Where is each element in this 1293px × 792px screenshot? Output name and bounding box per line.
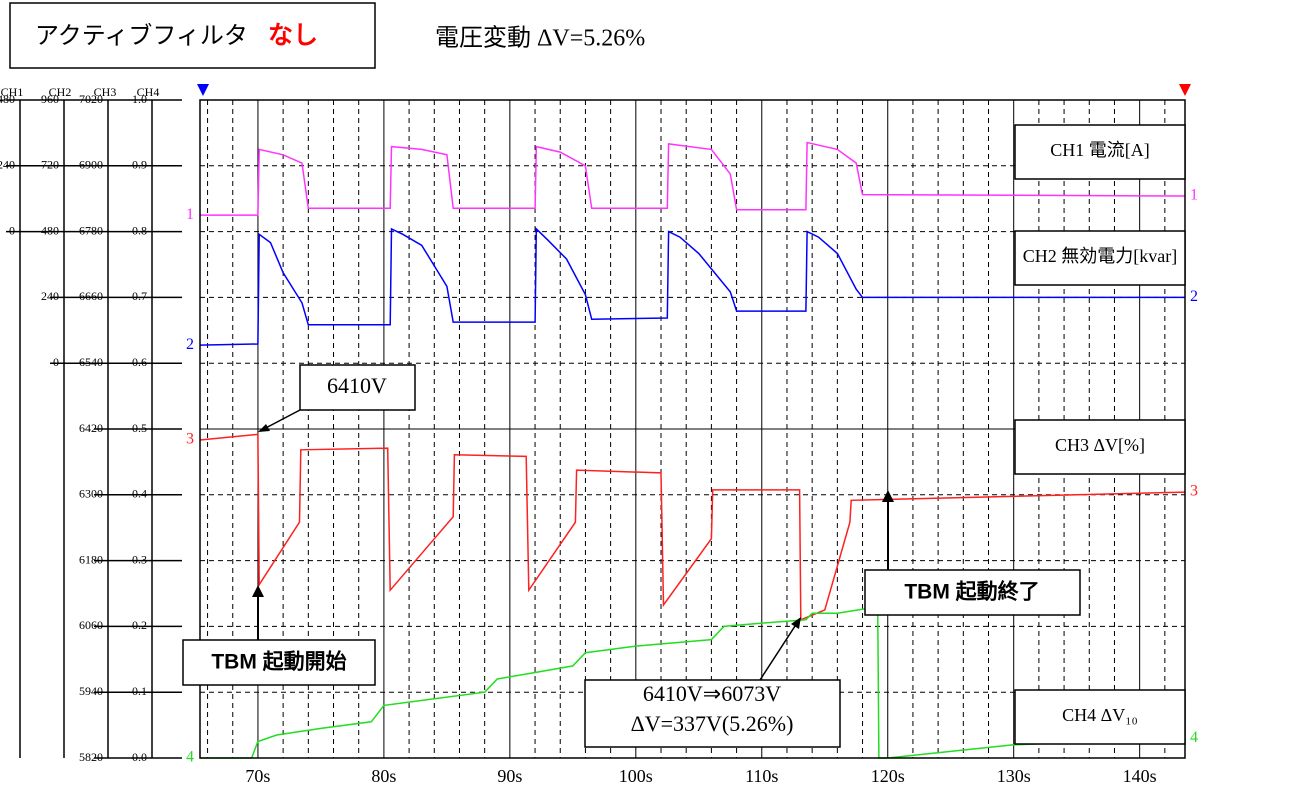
y-tick-label: 7020 (79, 92, 103, 106)
trace (199, 433, 1186, 621)
y-tick-label: 6900 (79, 158, 103, 172)
x-tick-label: 70s (245, 766, 270, 786)
annotation: ΔV=337V(5.26%) (631, 711, 794, 736)
annotation: TBM 起動開始 (211, 650, 346, 674)
legend-label: CH1 電流[A] (1050, 140, 1150, 160)
y-tick-label: 0 (53, 355, 59, 369)
x-tick-label: 120s (871, 766, 905, 786)
y-tick-label: 6660 (79, 289, 103, 303)
y-tick-label: 0.6 (132, 355, 147, 369)
trace-label: 4 (186, 749, 194, 766)
y-tick-label: 0.3 (132, 552, 147, 566)
y-tick-label: 0.1 (132, 684, 147, 698)
y-tick-label: 6060 (79, 618, 103, 632)
y-tick-label: 6180 (79, 552, 103, 566)
header-box (9, 2, 376, 69)
start-marker (197, 84, 209, 96)
arrow-head (252, 585, 264, 597)
header-state: なし (268, 23, 318, 50)
annotation-box (182, 639, 376, 686)
y-tick-label: 0.8 (132, 223, 147, 237)
scale-label: CH4 (137, 85, 160, 99)
trace-label: 1 (1190, 187, 1198, 204)
y-tick-label: 0 (9, 223, 15, 237)
y-tick-label: 240 (0, 158, 15, 172)
arrow (759, 622, 798, 681)
trace-label: 2 (186, 336, 194, 353)
trace-label: 3 (1190, 483, 1198, 500)
trace-label: 1 (186, 206, 194, 223)
y-tick-label: 6540 (79, 355, 103, 369)
annotation-box (864, 569, 1081, 616)
y-tick-label: 960 (41, 92, 59, 106)
y-tick-label: 0.5 (132, 421, 147, 435)
y-tick-label: 0.2 (132, 618, 147, 632)
y-tick-label: 6780 (79, 223, 103, 237)
annotation-box (299, 364, 416, 411)
legend-label: CH3 ΔV[%] (1055, 435, 1145, 455)
header-label: アクティブフィルタ (35, 23, 248, 50)
x-tick-label: 90s (497, 766, 522, 786)
annotation: 6410V (327, 373, 387, 398)
arrow-head (791, 617, 801, 629)
header-summary: 電圧変動 ΔV=5.26% (435, 25, 645, 52)
y-tick-label: 6420 (79, 421, 103, 435)
annotations: 6410V TBM 起動開始 TBM 起動終了 6410V⇒6073V ΔV=3… (182, 364, 1081, 748)
y-tick-label: 240 (41, 289, 59, 303)
y-tick-label: 0.0 (132, 750, 147, 764)
legend-box (1014, 689, 1186, 745)
trace (199, 227, 1185, 346)
legend-label: CH4 ΔV₁₀ (1062, 705, 1138, 725)
end-marker (1179, 84, 1191, 96)
x-tick-label: 140s (1123, 766, 1157, 786)
x-tick-label: 130s (997, 766, 1031, 786)
y-tick-label: 480 (41, 223, 59, 237)
arrow-head (258, 424, 270, 432)
y-tick-label: 5820 (79, 750, 103, 764)
x-tick-label: 80s (371, 766, 396, 786)
annotation: 6410V⇒6073V (643, 681, 781, 706)
y-tick-label: 1.0 (132, 92, 147, 106)
y-tick-label: 0.9 (132, 158, 147, 172)
arrow-head (882, 490, 894, 502)
y-tick-label: 720 (41, 158, 59, 172)
trace-label: 3 (186, 431, 194, 448)
trace-label: 2 (1190, 288, 1198, 305)
legend-box (1014, 124, 1186, 180)
trace (200, 141, 1186, 216)
y-tick-label: 0.4 (132, 487, 147, 501)
legend-label: CH2 無効電力[kvar] (1023, 246, 1177, 266)
y-tick-label: 6300 (79, 487, 103, 501)
y-tick-label: 0.7 (132, 289, 147, 303)
x-tick-label: 110s (745, 766, 778, 786)
legend-box (1014, 230, 1186, 286)
scale-label: CH3 (94, 85, 117, 99)
y-tick-label: 480 (0, 92, 15, 106)
annotation: TBM 起動終了 (904, 580, 1039, 604)
annotation-box (584, 679, 841, 748)
trace-label: 4 (1190, 729, 1198, 746)
y-tick-label: 5940 (79, 684, 103, 698)
scale-label: CH2 (49, 85, 72, 99)
x-tick-label: 100s (619, 766, 653, 786)
scale-label: CH1 (1, 85, 24, 99)
legend-box (1014, 419, 1186, 475)
